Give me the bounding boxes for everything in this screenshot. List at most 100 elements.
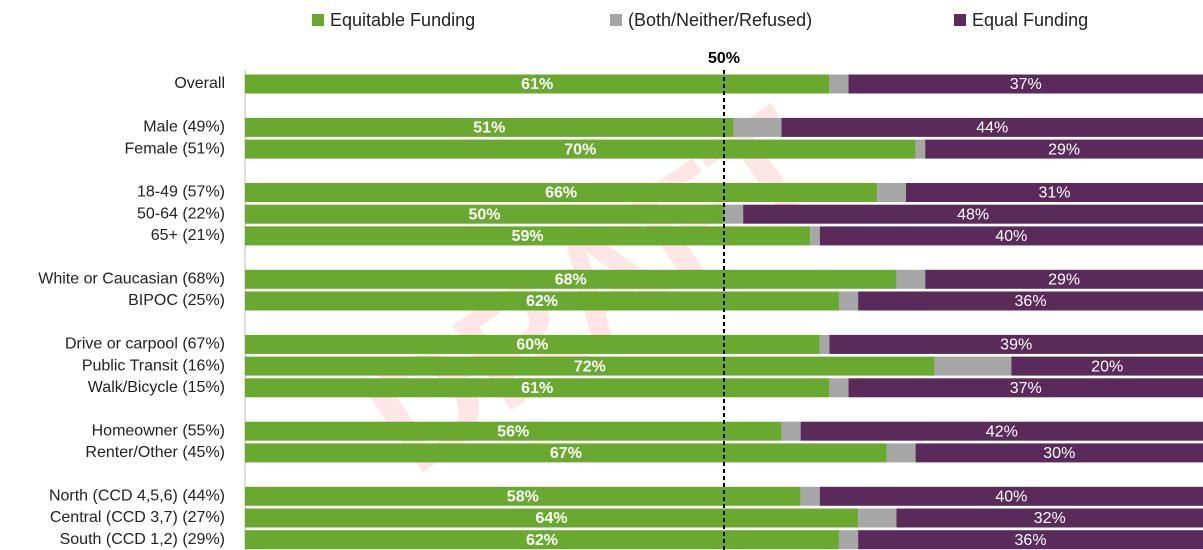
- legend-swatch: [312, 14, 324, 26]
- bar-segment: [858, 508, 897, 528]
- bar-segment: [858, 291, 1203, 311]
- y-tick-label: Female (51%): [125, 140, 225, 157]
- bar-segment: [1011, 356, 1203, 376]
- legend-label: Equal Funding: [972, 10, 1088, 30]
- bar-segment: [896, 269, 926, 289]
- bar-segment: [245, 291, 839, 311]
- bar-segment: [245, 530, 839, 550]
- bar-segment: [810, 226, 820, 246]
- bar-segment: [245, 508, 859, 528]
- bar-segment: [245, 269, 897, 289]
- bar-segment: [886, 443, 916, 463]
- y-tick-label: South (CCD 1,2) (29%): [60, 531, 225, 548]
- bar-segment: [819, 226, 1203, 246]
- bar-segment: [829, 378, 849, 398]
- bar-segment: [245, 74, 830, 94]
- bar-segment: [829, 74, 849, 94]
- bar-segment: [245, 183, 878, 202]
- bar-segment: [245, 139, 916, 159]
- bar-segment: [724, 204, 744, 224]
- y-tick-label: Male (49%): [143, 119, 225, 136]
- bar-segment: [925, 269, 1203, 289]
- bar-segment: [819, 334, 830, 354]
- data-label: 66%: [545, 185, 577, 202]
- bar-segment: [781, 117, 1203, 137]
- data-label: 61%: [521, 380, 553, 397]
- data-label: 32%: [1034, 510, 1066, 527]
- bar-segment: [838, 530, 859, 550]
- bar-segment: [800, 421, 1203, 441]
- bar-segment: [800, 486, 820, 506]
- bar-segment: [819, 486, 1203, 506]
- data-label: 64%: [536, 510, 568, 527]
- data-label: 36%: [1015, 293, 1047, 310]
- bar-segment: [733, 117, 782, 137]
- data-label: 51%: [473, 120, 505, 137]
- y-tick-label: White or Caucasian (68%): [38, 271, 225, 288]
- data-label: 67%: [550, 445, 582, 462]
- bar-segment: [829, 334, 1203, 354]
- data-label: 37%: [1010, 76, 1042, 93]
- bar-segment: [245, 486, 801, 506]
- data-label: 56%: [497, 423, 529, 440]
- bar-segment: [915, 139, 926, 159]
- legend-swatch: [610, 14, 622, 26]
- y-tick-label: 18-49 (57%): [137, 184, 225, 201]
- data-label: 36%: [1015, 532, 1047, 549]
- data-label: 40%: [995, 489, 1027, 506]
- data-label: 62%: [526, 293, 558, 310]
- data-label: 30%: [1043, 445, 1075, 462]
- data-label: 42%: [986, 423, 1018, 440]
- bar-segment: [896, 508, 1203, 528]
- bar-segment: [245, 421, 782, 441]
- y-tick-label: Central (CCD 3,7) (27%): [50, 509, 225, 526]
- y-tick-label: North (CCD 4,5,6) (44%): [49, 488, 225, 505]
- y-tick-label: Drive or carpool (67%): [65, 336, 225, 353]
- data-label: 37%: [1010, 380, 1042, 397]
- bar-segment: [838, 291, 859, 311]
- bar-segment: [245, 443, 887, 463]
- data-label: 60%: [516, 337, 548, 354]
- data-label: 68%: [555, 272, 587, 289]
- data-label: 39%: [1000, 337, 1032, 354]
- reference-label: 50%: [708, 50, 740, 67]
- y-tick-label: BIPOC (25%): [128, 292, 225, 309]
- bar-segment: [245, 117, 734, 137]
- bar-segment: [743, 204, 1203, 224]
- bar-segment: [858, 530, 1203, 550]
- bar-segment: [877, 183, 907, 202]
- data-label: 58%: [507, 489, 539, 506]
- bar-segment: [781, 421, 801, 441]
- bar-segment: [245, 226, 811, 246]
- data-label: 40%: [995, 228, 1027, 245]
- data-label: 50%: [468, 206, 500, 223]
- data-label: 72%: [574, 358, 606, 375]
- data-label: 62%: [526, 532, 558, 549]
- bar-segment: [245, 356, 935, 376]
- bar-segment: [915, 443, 1203, 463]
- bar-segment: [848, 378, 1203, 398]
- bar-segment: [245, 204, 724, 224]
- bar-segment: [848, 74, 1203, 94]
- data-label: 61%: [521, 76, 553, 93]
- bar-segment: [906, 183, 1203, 202]
- legend-label: (Both/Neither/Refused): [628, 10, 812, 30]
- y-tick-label: Walk/Bicycle (15%): [88, 379, 225, 396]
- data-label: 48%: [957, 206, 989, 223]
- data-label: 70%: [564, 141, 596, 158]
- data-label: 29%: [1048, 141, 1080, 158]
- bar-segment: [245, 378, 830, 398]
- data-label: 20%: [1091, 358, 1123, 375]
- legend-label: Equitable Funding: [330, 10, 475, 30]
- y-tick-label: 65+ (21%): [151, 227, 225, 244]
- bar-segment: [934, 356, 1012, 376]
- y-tick-label: Homeowner (55%): [92, 422, 225, 439]
- data-label: 31%: [1038, 185, 1070, 202]
- y-tick-label: Renter/Other (45%): [85, 444, 225, 461]
- y-tick-label: Overall: [174, 75, 225, 92]
- y-tick-label: Public Transit (16%): [82, 357, 225, 374]
- data-label: 44%: [976, 120, 1008, 137]
- bar-segment: [245, 334, 820, 354]
- data-label: 59%: [512, 228, 544, 245]
